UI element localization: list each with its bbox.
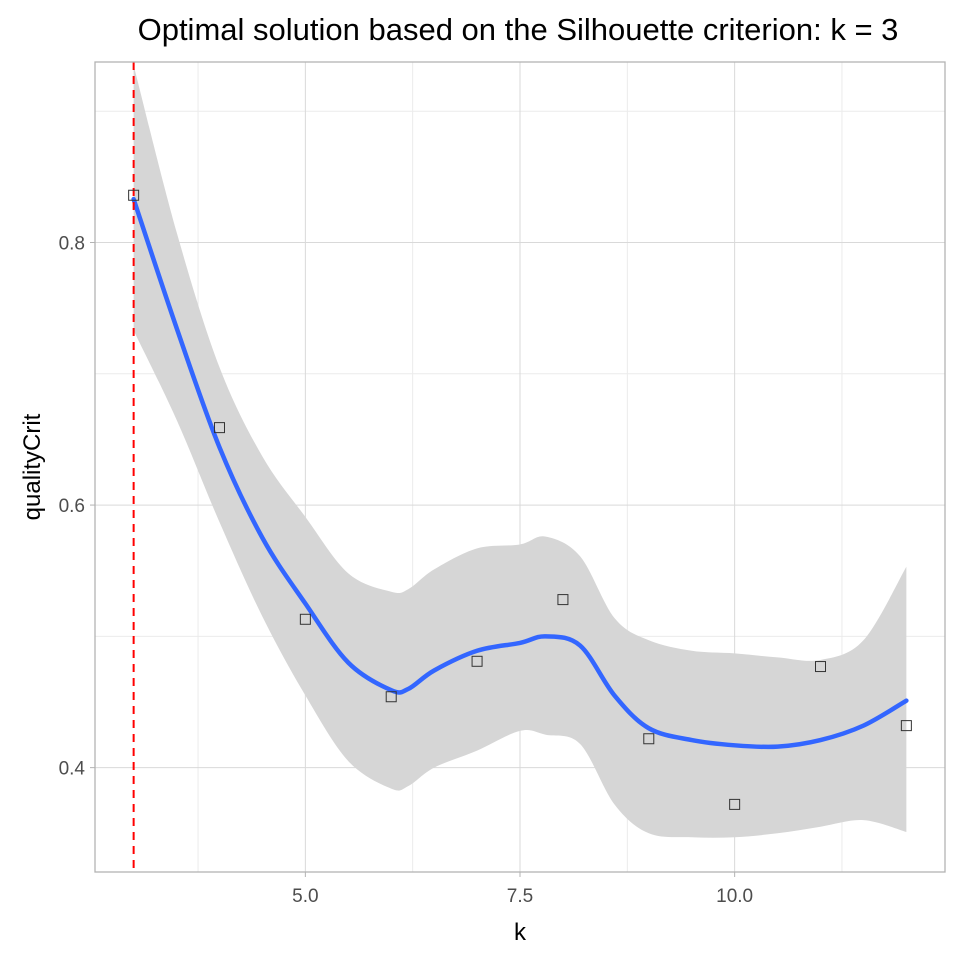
data-point xyxy=(128,189,140,201)
data-point xyxy=(471,655,483,667)
data-point xyxy=(213,422,225,434)
data-point xyxy=(900,720,912,732)
data-point xyxy=(299,613,311,625)
data-points xyxy=(128,189,912,810)
major-gridlines xyxy=(95,62,945,872)
data-point xyxy=(557,594,569,606)
x-tick-label: 7.5 xyxy=(507,886,533,907)
y-axis-ticks: 0.4 0.6 0.8 xyxy=(59,234,95,780)
y-tick-label: 0.6 xyxy=(59,496,85,517)
smooth-trend-line xyxy=(131,196,909,750)
x-tick-label: 10.0 xyxy=(716,886,753,907)
data-point xyxy=(729,798,741,810)
data-point xyxy=(385,691,397,703)
plot-panel xyxy=(94,61,946,873)
x-axis-ticks: 5.0 7.5 10.0 xyxy=(292,872,753,907)
chart-title: Optimal solution based on the Silhouette… xyxy=(138,12,899,47)
x-tick-label: 5.0 xyxy=(292,886,318,907)
data-point xyxy=(643,733,655,745)
y-tick-label: 0.8 xyxy=(59,234,85,255)
y-axis-title: qualityCrit xyxy=(19,413,46,520)
data-point xyxy=(815,661,827,673)
confidence-band xyxy=(133,65,907,838)
y-tick-label: 0.4 xyxy=(59,759,86,780)
x-axis-title: k xyxy=(514,919,527,946)
